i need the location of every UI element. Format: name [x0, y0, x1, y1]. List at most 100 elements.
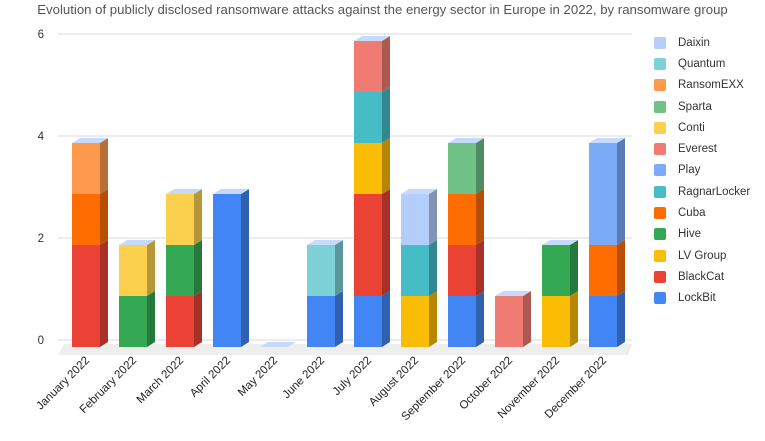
bar-segment [72, 194, 100, 245]
legend-swatch [654, 249, 666, 262]
bar-segment [448, 143, 476, 194]
bar-segment-side [147, 240, 155, 296]
legend-label: Everest [678, 143, 717, 156]
bar-segment-side [429, 189, 437, 245]
bar-segment [354, 194, 382, 296]
legend-item: Cuba [654, 202, 750, 223]
x-tick-label: March 2022 [135, 355, 186, 406]
x-tick-label: June 2022 [281, 355, 327, 401]
legend-swatch [654, 36, 666, 49]
x-tick-label: April 2022 [188, 355, 233, 400]
bar-segment [448, 296, 476, 347]
legend-swatch [654, 143, 666, 156]
bar-segment [166, 194, 194, 245]
legend-swatch [654, 207, 666, 220]
bar-segment-side [476, 138, 484, 194]
bar-segment [166, 245, 194, 296]
bar-segment [401, 194, 429, 245]
legend-item: BlackCat [654, 266, 750, 287]
legend-swatch [654, 270, 666, 283]
bar-segment [119, 245, 147, 296]
bar-segment-side [382, 189, 390, 296]
legend-label: BlackCat [678, 270, 725, 283]
legend-label: RansomEXX [678, 79, 744, 92]
bar-segment-side [382, 87, 390, 143]
bar-segment [119, 296, 147, 347]
legend-item: Conti [654, 117, 750, 138]
bar-segment-side [429, 240, 437, 296]
legend-item: Everest [654, 138, 750, 159]
bar-segment-side [617, 240, 625, 296]
bar-top-cap [166, 189, 202, 194]
bar-top-cap [495, 291, 531, 296]
legend-label: Quantum [678, 57, 726, 70]
bar-segment [354, 143, 382, 194]
chart-title: Evolution of publicly disclosed ransomwa… [37, 2, 728, 17]
bar-top-cap [307, 240, 343, 245]
legend-item: Quantum [654, 53, 750, 74]
bar-segment-side [194, 291, 202, 347]
bar-top-cap [119, 240, 155, 245]
legend-label: LockBit [678, 292, 716, 305]
bar-segment-side [523, 291, 531, 347]
bar-segment-side [100, 189, 108, 245]
bar-segment [354, 296, 382, 347]
x-tick-label: July 2022 [331, 355, 374, 398]
bar-segment-side [335, 240, 343, 296]
bar-segment [354, 41, 382, 92]
bar-segment [307, 245, 335, 296]
legend-item: Hive [654, 224, 750, 245]
bar-segment-side [100, 240, 108, 347]
bar-top-cap [260, 342, 296, 347]
legend-item: Play [654, 160, 750, 181]
legend-swatch [654, 185, 666, 198]
bar-segment [401, 296, 429, 347]
bar-segment-side [194, 240, 202, 296]
y-tick-label: 2 [38, 233, 44, 245]
bar-segment [354, 92, 382, 143]
legend-label: LV Group [678, 249, 727, 262]
y-tick-label: 6 [38, 29, 44, 41]
bar-segment-side [429, 291, 437, 347]
bar-top-cap [542, 240, 578, 245]
bar-segment-side [335, 291, 343, 347]
legend-swatch [654, 79, 666, 92]
bar-segment [166, 296, 194, 347]
chart-floor [58, 344, 632, 355]
bar-segment-side [382, 291, 390, 347]
y-tick-label: 0 [38, 335, 44, 347]
bar-segment [589, 296, 617, 347]
legend-label: RagnarLocker [678, 185, 751, 198]
bar-segment [495, 296, 523, 347]
bar-top-cap [354, 36, 390, 41]
legend-label: Cuba [678, 207, 706, 220]
legend-item: LockBit [654, 288, 750, 309]
legend-swatch [654, 121, 666, 134]
chart-legend: Daixin Quantum RansomEXX Sparta Conti Everest… [654, 32, 750, 309]
bar-segment-side [617, 138, 625, 245]
bar-segment [307, 296, 335, 347]
bar-segment-side [100, 138, 108, 194]
bar-segment [589, 143, 617, 245]
bar-segment-side [570, 291, 578, 347]
legend-item: RagnarLocker [654, 181, 750, 202]
bar-segment [448, 245, 476, 296]
legend-swatch [654, 57, 666, 70]
bar-segment [542, 245, 570, 296]
legend-item: LV Group [654, 245, 750, 266]
bar-segment-side [241, 189, 249, 347]
legend-label: Daixin [678, 36, 710, 49]
bar-segment-side [570, 240, 578, 296]
bar-segment-side [382, 36, 390, 92]
legend-label: Sparta [678, 100, 712, 113]
bar-segment [542, 296, 570, 347]
legend-item: RansomEXX [654, 75, 750, 96]
legend-swatch [654, 228, 666, 241]
bar-segment-side [476, 189, 484, 245]
bar-segment-side [147, 291, 155, 347]
bar-segment [401, 245, 429, 296]
bar-segment-side [194, 189, 202, 245]
bar-segment [589, 245, 617, 296]
